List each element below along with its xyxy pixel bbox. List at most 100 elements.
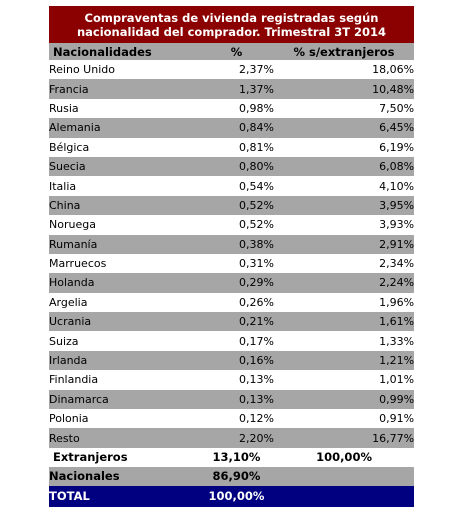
extranjeros-row: Extranjeros 13,10% 100,00%: [49, 447, 415, 467]
row-nationality: Francia: [49, 79, 199, 99]
row-pct-foreign: 1,33%: [274, 331, 415, 351]
table-row: Francia 1,37% 10,48%: [49, 79, 415, 99]
header-pct: %: [199, 43, 274, 60]
row-pct: 0,13%: [199, 389, 274, 410]
row-nationality: Resto: [49, 428, 199, 448]
row-pct: 0,31%: [199, 253, 274, 274]
table-row: Rumanía 0,38% 2,91%: [49, 234, 415, 254]
total-label: TOTAL: [49, 485, 199, 507]
row-pct: 0,26%: [199, 292, 274, 313]
row-pct-foreign: 18,06%: [274, 60, 415, 80]
table-row: Suiza 0,17% 1,33%: [49, 331, 415, 351]
extranjeros-pct-foreign: 100,00%: [274, 447, 415, 467]
table-row: Polonia 0,12% 0,91%: [49, 409, 415, 429]
row-pct: 0,16%: [199, 350, 274, 371]
table-row: Reino Unido 2,37% 18,06%: [49, 60, 415, 80]
row-pct: 0,81%: [199, 137, 274, 157]
header-pct-foreign: % s/extranjeros: [274, 43, 415, 60]
total-pct: 100,00%: [199, 485, 274, 507]
row-nationality: Italia: [49, 176, 199, 196]
row-nationality: Argelia: [49, 292, 199, 313]
row-pct-foreign: 1,61%: [274, 312, 415, 332]
row-pct-foreign: 1,01%: [274, 370, 415, 390]
table-title-line-1: Compraventas de vivienda registradas seg…: [84, 10, 379, 25]
row-pct: 0,17%: [199, 331, 274, 351]
row-pct-foreign: 10,48%: [274, 79, 415, 99]
row-pct-foreign: 2,34%: [274, 253, 415, 274]
row-pct: 0,54%: [199, 176, 274, 196]
row-pct-foreign: 6,08%: [274, 156, 415, 177]
row-nationality: Dinamarca: [49, 389, 199, 410]
row-nationality: China: [49, 195, 199, 216]
extranjeros-label: Extranjeros: [49, 447, 199, 467]
title-row: Compraventas de vivienda registradas seg…: [49, 6, 415, 43]
row-nationality: Suiza: [49, 331, 199, 351]
table-body: Reino Unido 2,37% 18,06% Francia 1,37% 10,48%…: [49, 60, 415, 448]
table-row: Alemania 0,84% 6,45%: [49, 118, 415, 138]
row-nationality: Rumanía: [49, 234, 199, 254]
row-pct-foreign: 3,93%: [274, 215, 415, 235]
total-row: TOTAL 100,00%: [49, 485, 415, 507]
row-nationality: Holanda: [49, 273, 199, 293]
row-pct-foreign: 2,24%: [274, 273, 415, 293]
table-row: Holanda 0,29% 2,24%: [49, 273, 415, 293]
row-pct: 0,21%: [199, 312, 274, 332]
row-pct-foreign: 6,19%: [274, 137, 415, 157]
extranjeros-pct: 13,10%: [199, 447, 274, 467]
row-nationality: Marruecos: [49, 253, 199, 274]
row-pct: 0,84%: [199, 118, 274, 138]
header-nationality: Nacionalidades: [49, 43, 199, 60]
row-nationality: Suecia: [49, 156, 199, 177]
table-row: Irlanda 0,16% 1,21%: [49, 350, 415, 371]
row-pct-foreign: 6,45%: [274, 118, 415, 138]
table-row: China 0,52% 3,95%: [49, 195, 415, 216]
nacionales-empty: [274, 466, 415, 486]
row-nationality: Ucrania: [49, 312, 199, 332]
row-nationality: Finlandia: [49, 370, 199, 390]
table-title-line-2: nacionalidad del comprador. Trimestral 3…: [76, 24, 387, 39]
nacionales-label: Nacionales: [49, 466, 199, 486]
row-pct-foreign: 0,91%: [274, 409, 415, 429]
row-pct: 2,20%: [199, 428, 274, 448]
row-pct: 0,52%: [199, 195, 274, 216]
row-pct: 0,13%: [199, 370, 274, 390]
row-pct-foreign: 1,96%: [274, 292, 415, 313]
row-nationality: Bélgica: [49, 137, 199, 157]
row-nationality: Alemania: [49, 118, 199, 138]
row-pct: 0,29%: [199, 273, 274, 293]
row-pct-foreign: 7,50%: [274, 98, 415, 119]
row-pct: 0,80%: [199, 156, 274, 177]
row-nationality: Reino Unido: [49, 60, 199, 80]
table-row: Italia 0,54% 4,10%: [49, 176, 415, 196]
row-pct-foreign: 2,91%: [274, 234, 415, 254]
table-row: Bélgica 0,81% 6,19%: [49, 137, 415, 157]
table-row: Suecia 0,80% 6,08%: [49, 156, 415, 177]
row-pct: 0,98%: [199, 98, 274, 119]
row-pct-foreign: 4,10%: [274, 176, 415, 196]
table-row: Noruega 0,52% 3,93%: [49, 215, 415, 235]
row-nationality: Rusia: [49, 98, 199, 119]
total-empty: [274, 485, 415, 507]
table-title: Compraventas de vivienda registradas seg…: [49, 6, 415, 43]
row-pct: 2,37%: [199, 60, 274, 80]
nacionales-row: Nacionales 86,90%: [49, 466, 415, 486]
table-row: Dinamarca 0,13% 0,99%: [49, 389, 415, 410]
table-row: Finlandia 0,13% 1,01%: [49, 370, 415, 390]
row-pct-foreign: 0,99%: [274, 389, 415, 410]
data-table-container: Compraventas de vivienda registradas seg…: [49, 6, 415, 507]
table-row: Resto 2,20% 16,77%: [49, 428, 415, 448]
nationality-table: Compraventas de vivienda registradas seg…: [49, 6, 415, 507]
table-row: Marruecos 0,31% 2,34%: [49, 253, 415, 274]
row-pct: 1,37%: [199, 79, 274, 99]
row-pct: 0,38%: [199, 234, 274, 254]
nacionales-pct: 86,90%: [199, 466, 274, 486]
row-pct: 0,12%: [199, 409, 274, 429]
table-row: Argelia 0,26% 1,96%: [49, 292, 415, 313]
table-row: Ucrania 0,21% 1,61%: [49, 312, 415, 332]
table-row: Rusia 0,98% 7,50%: [49, 98, 415, 119]
row-pct: 0,52%: [199, 215, 274, 235]
row-pct-foreign: 1,21%: [274, 350, 415, 371]
row-nationality: Irlanda: [49, 350, 199, 371]
row-nationality: Noruega: [49, 215, 199, 235]
header-row: Nacionalidades % % s/extranjeros: [49, 43, 415, 60]
